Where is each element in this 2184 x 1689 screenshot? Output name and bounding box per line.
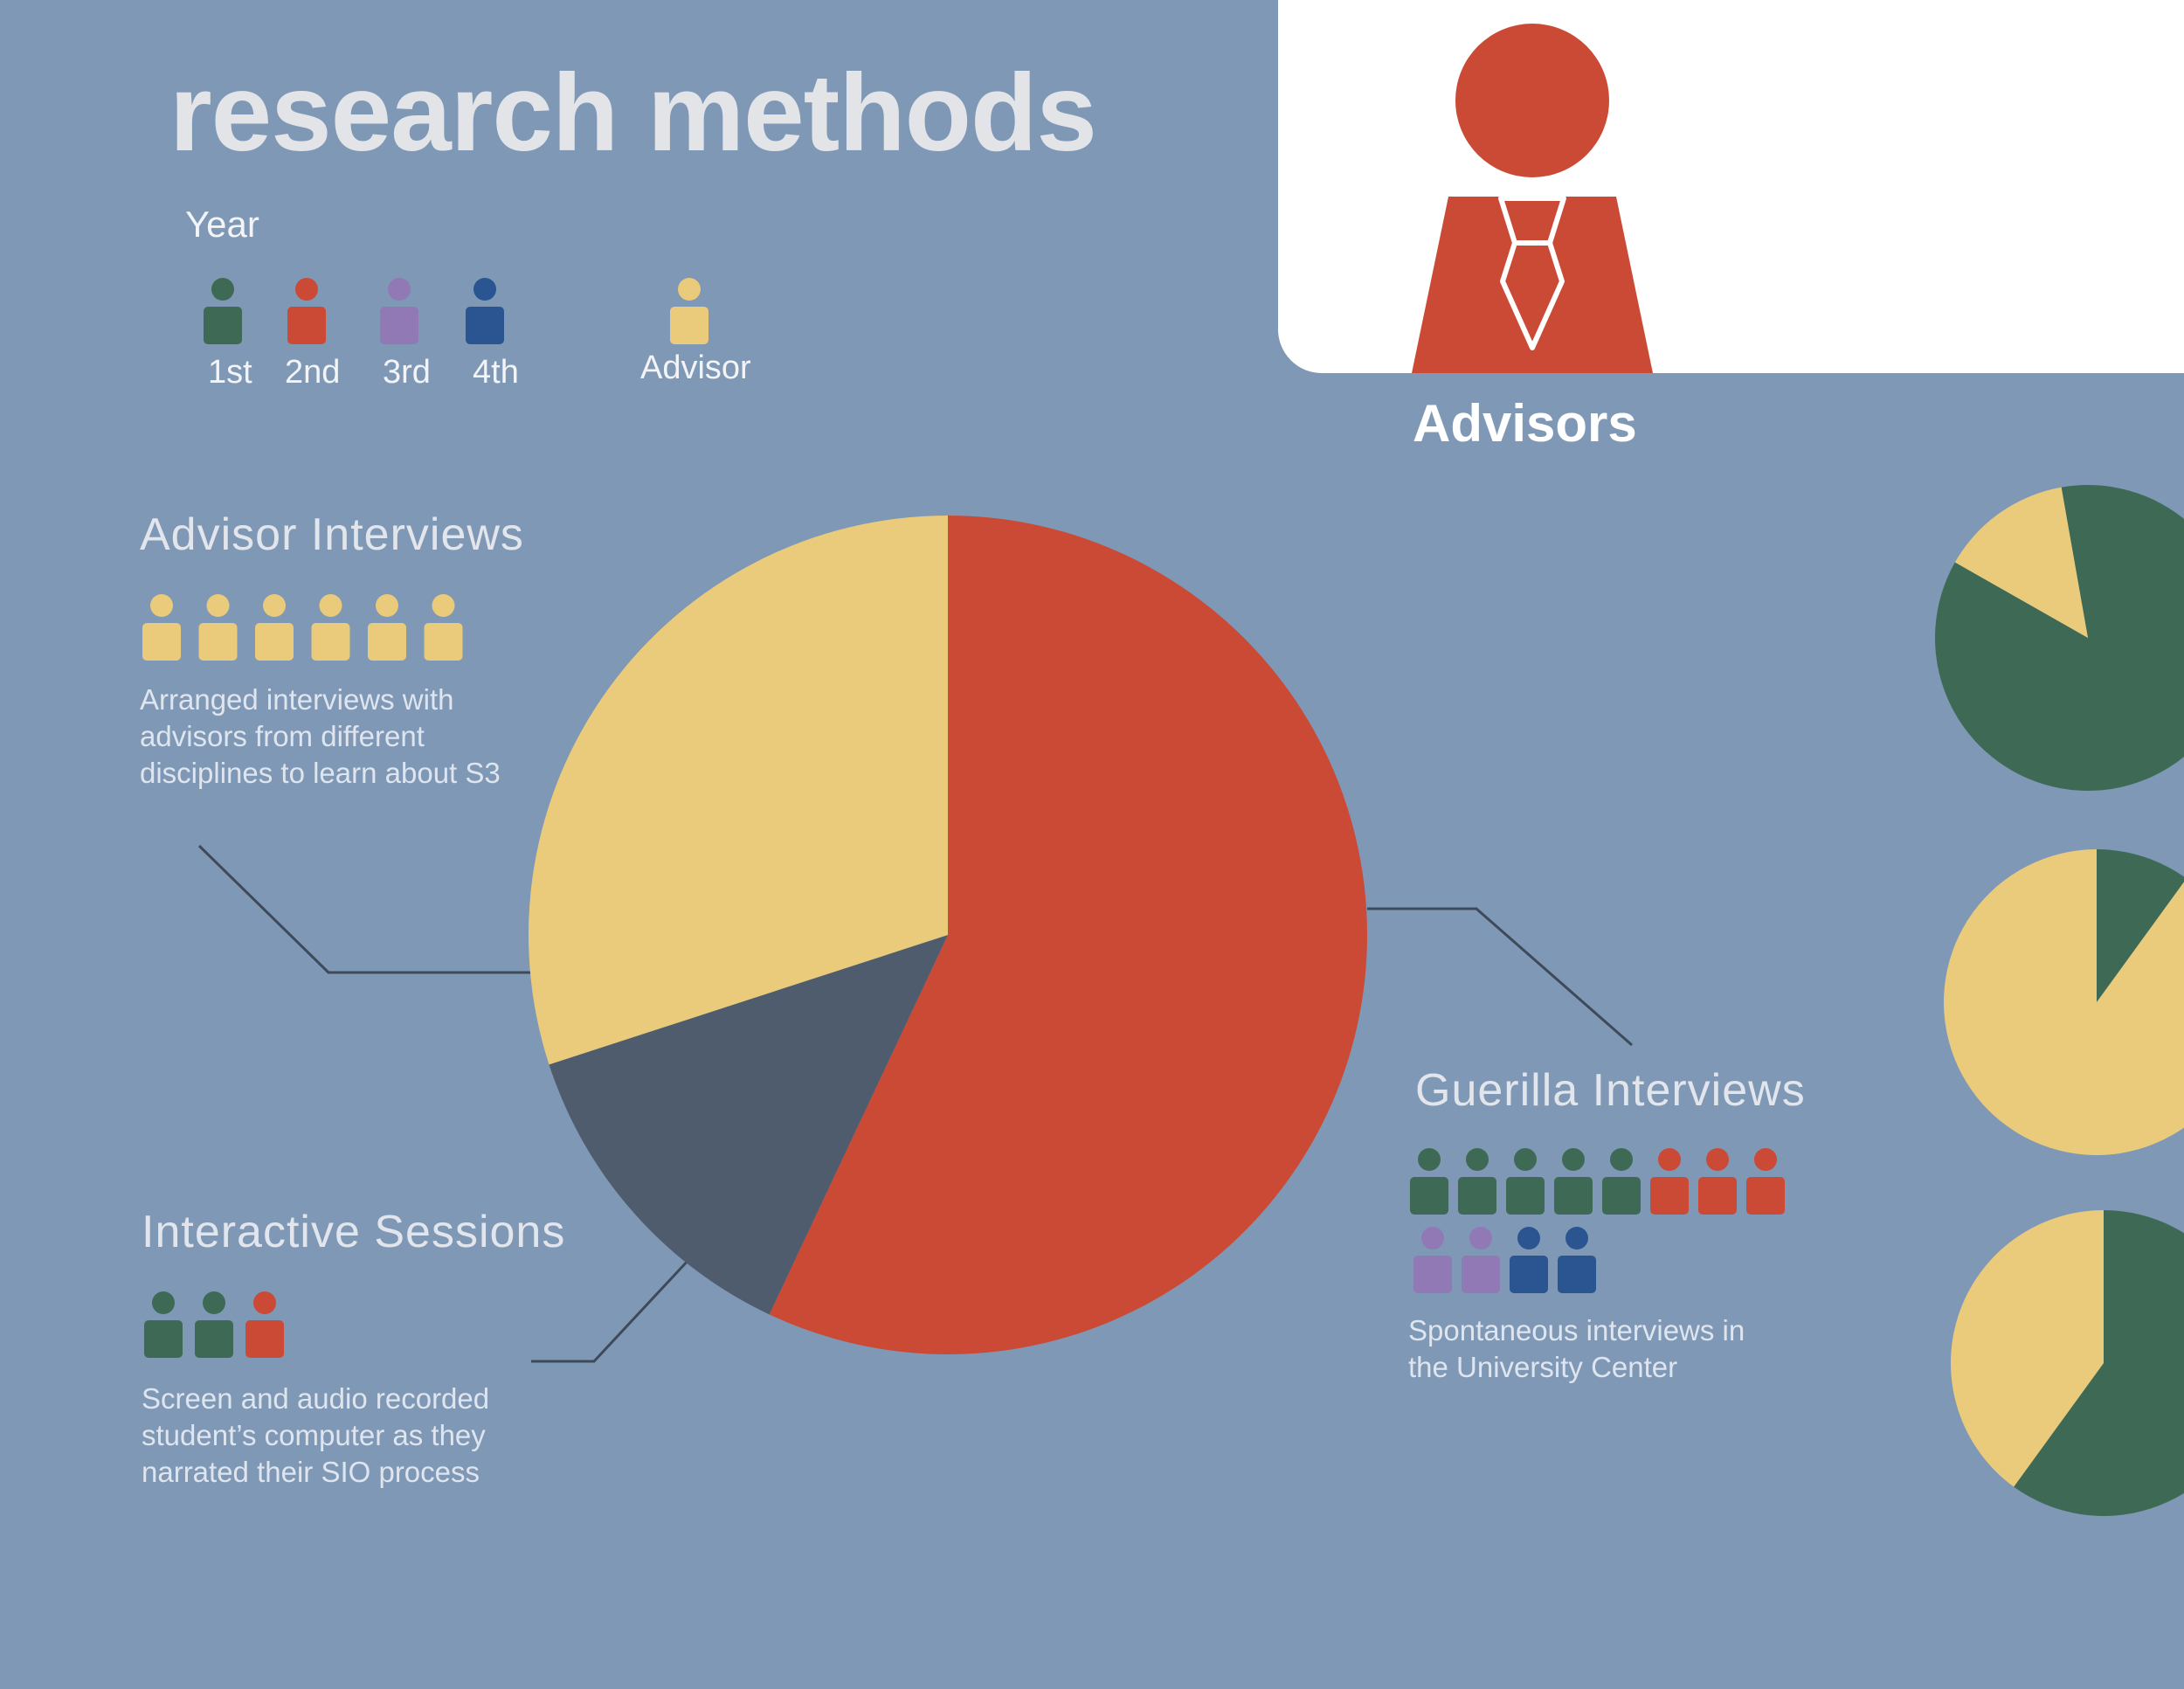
interactive-sessions-description: Screen and audio recorded student’s comp… — [142, 1382, 490, 1488]
interactive-sessions-person-icon — [195, 1291, 233, 1358]
tie-icon — [1498, 196, 1566, 350]
legend-label-4th: 4th — [473, 354, 519, 391]
guerilla-interviews-person-icon — [1458, 1148, 1496, 1215]
advisor-interviews-person-icon — [198, 594, 238, 661]
page-title: research methods — [169, 52, 1097, 174]
guerilla-interviews-person-icon — [1746, 1148, 1785, 1215]
legend-person-icon-2nd — [287, 278, 326, 344]
side-pie-2-slice-0 — [2097, 849, 2184, 1002]
main-pie-slice-2 — [529, 516, 948, 1065]
advisor-interviews-person-icon — [311, 594, 350, 661]
side-pie-2-slice-1 — [1944, 849, 2184, 1155]
guerilla-interviews-person-icon — [1650, 1148, 1689, 1215]
side-pie-1-slice-1 — [1954, 487, 2088, 638]
guerilla-interviews-person-icon — [1506, 1148, 1545, 1215]
advisor-interviews-person-icon — [368, 594, 406, 661]
advisor-interviews-person-icon — [424, 594, 463, 661]
guerilla-interviews-person-icon — [1413, 1227, 1452, 1293]
advisor-interviews-description: Arranged interviews with advisors from d… — [140, 683, 501, 789]
legend-label-1st: 1st — [208, 354, 252, 391]
advisor-figure-icon — [1412, 24, 1653, 373]
main-pie-slice-0 — [769, 516, 1367, 1354]
main-pie-slice-1 — [549, 935, 948, 1315]
legend-label-3rd: 3rd — [383, 354, 431, 391]
section-title-advisor-interviews: Advisor Interviews — [140, 509, 524, 560]
advisor-interviews-person-icon — [255, 594, 294, 661]
legend-label-advisor: Advisor — [640, 350, 751, 386]
side-pie-3-slice-0 — [2014, 1210, 2184, 1516]
connector-advisor-interviews — [197, 844, 533, 974]
section-title-guerilla-interviews: Guerilla Interviews — [1415, 1065, 1806, 1116]
advisor-body — [1412, 197, 1653, 373]
legend-person-icon-1st — [204, 278, 242, 344]
legend-year-label: Year — [185, 204, 259, 245]
guerilla-interviews-person-icon — [1558, 1227, 1596, 1293]
guerilla-interviews-person-icon — [1462, 1227, 1500, 1293]
guerilla-interviews-person-icon — [1602, 1148, 1641, 1215]
side-pie-1-slice-0 — [1935, 485, 2184, 791]
guerilla-interviews-person-icon — [1554, 1148, 1593, 1215]
guerilla-interviews-description: Spontaneous interviews in the University… — [1408, 1314, 1745, 1383]
legend-label-2nd: 2nd — [285, 354, 341, 391]
legend-person-icon-advisor — [670, 278, 708, 344]
guerilla-interviews-person-icon — [1698, 1148, 1737, 1215]
interactive-sessions-person-icon — [144, 1291, 183, 1358]
side-pie-3-slice-1 — [1951, 1210, 2104, 1487]
connector-guerilla-interviews — [1367, 907, 1633, 1047]
guerilla-interviews-person-icon — [1510, 1227, 1548, 1293]
advisors-label: Advisors — [1413, 394, 1637, 453]
advisor-head — [1455, 24, 1609, 177]
interactive-sessions-person-icon — [245, 1291, 284, 1358]
advisor-interviews-person-icon — [142, 594, 181, 661]
legend-person-icon-4th — [466, 278, 504, 344]
connector-interactive-sessions — [531, 1256, 692, 1363]
legend-person-icon-3rd — [380, 278, 418, 344]
section-title-interactive-sessions: Interactive Sessions — [142, 1207, 566, 1257]
guerilla-interviews-person-icon — [1410, 1148, 1448, 1215]
